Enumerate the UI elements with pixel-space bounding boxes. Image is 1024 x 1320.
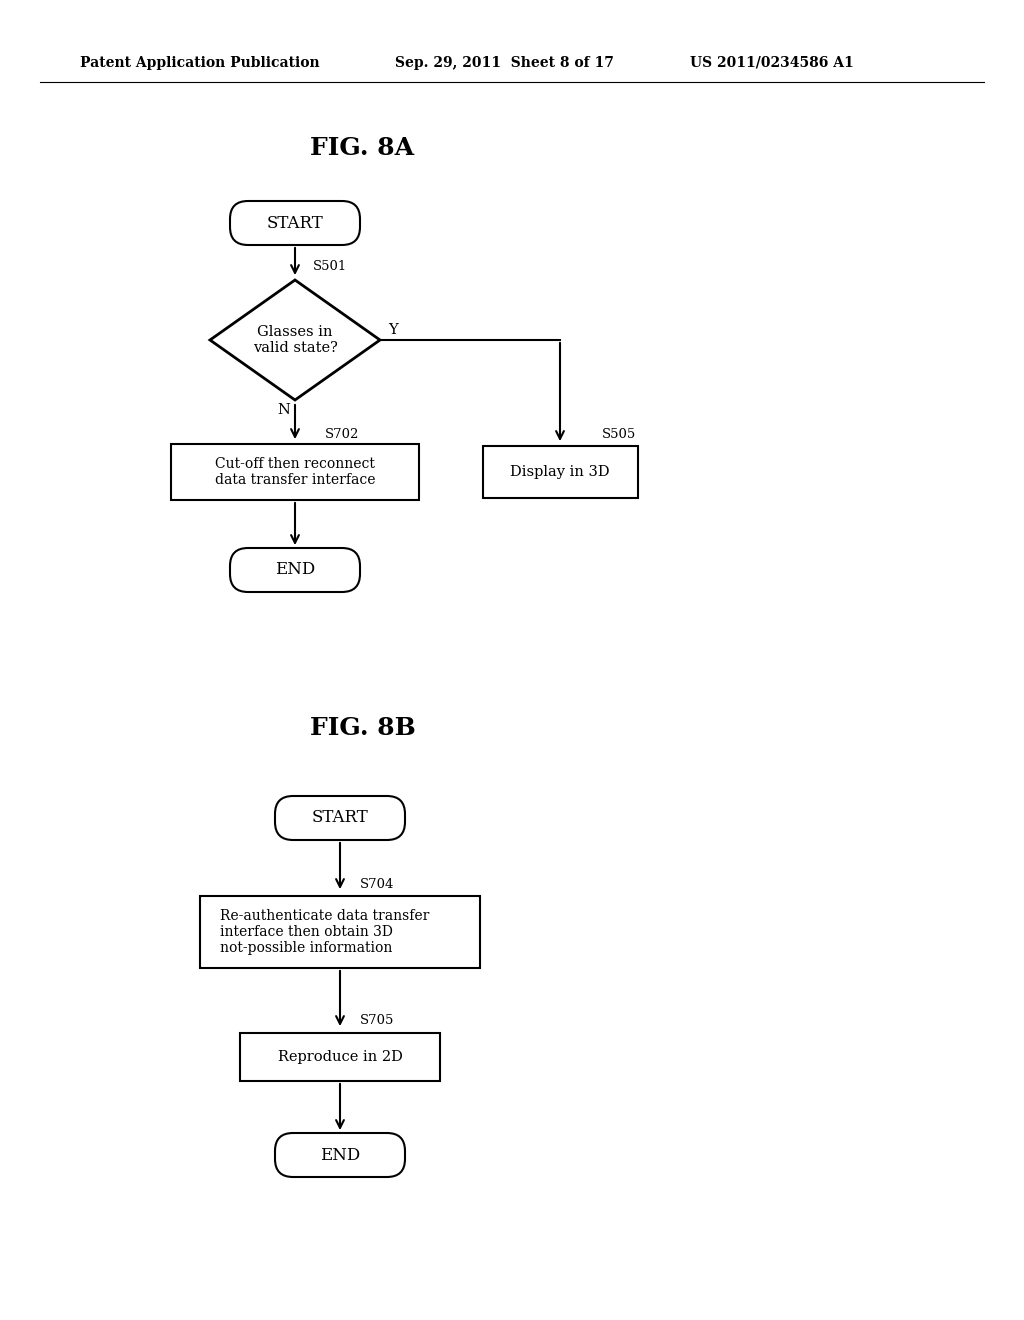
Text: S702: S702 — [325, 428, 359, 441]
Text: Reproduce in 2D: Reproduce in 2D — [278, 1049, 402, 1064]
FancyBboxPatch shape — [171, 444, 419, 500]
Text: END: END — [319, 1147, 360, 1163]
Text: Glasses in
valid state?: Glasses in valid state? — [253, 325, 338, 355]
Text: START: START — [266, 214, 324, 231]
Text: S704: S704 — [360, 878, 394, 891]
Text: Cut-off then reconnect
data transfer interface: Cut-off then reconnect data transfer int… — [215, 457, 375, 487]
FancyBboxPatch shape — [230, 201, 360, 246]
Text: S501: S501 — [313, 260, 347, 272]
Text: US 2011/0234586 A1: US 2011/0234586 A1 — [690, 55, 854, 70]
FancyBboxPatch shape — [482, 446, 638, 498]
FancyBboxPatch shape — [240, 1034, 440, 1081]
Text: S505: S505 — [602, 429, 636, 441]
Text: FIG. 8A: FIG. 8A — [310, 136, 414, 160]
FancyBboxPatch shape — [275, 1133, 406, 1177]
FancyBboxPatch shape — [230, 548, 360, 591]
Text: Patent Application Publication: Patent Application Publication — [80, 55, 319, 70]
Polygon shape — [210, 280, 380, 400]
Text: Re-authenticate data transfer: Re-authenticate data transfer — [220, 909, 429, 923]
Text: N: N — [278, 403, 290, 417]
Text: S705: S705 — [360, 1015, 394, 1027]
Text: Y: Y — [388, 323, 397, 337]
FancyBboxPatch shape — [275, 796, 406, 840]
Text: Display in 3D: Display in 3D — [510, 465, 610, 479]
Text: FIG. 8B: FIG. 8B — [310, 715, 416, 741]
Text: START: START — [311, 809, 369, 826]
Text: Sep. 29, 2011  Sheet 8 of 17: Sep. 29, 2011 Sheet 8 of 17 — [395, 55, 613, 70]
FancyBboxPatch shape — [200, 896, 480, 968]
Text: not-possible information: not-possible information — [220, 941, 392, 954]
Text: END: END — [274, 561, 315, 578]
Text: interface then obtain 3D: interface then obtain 3D — [220, 925, 393, 939]
